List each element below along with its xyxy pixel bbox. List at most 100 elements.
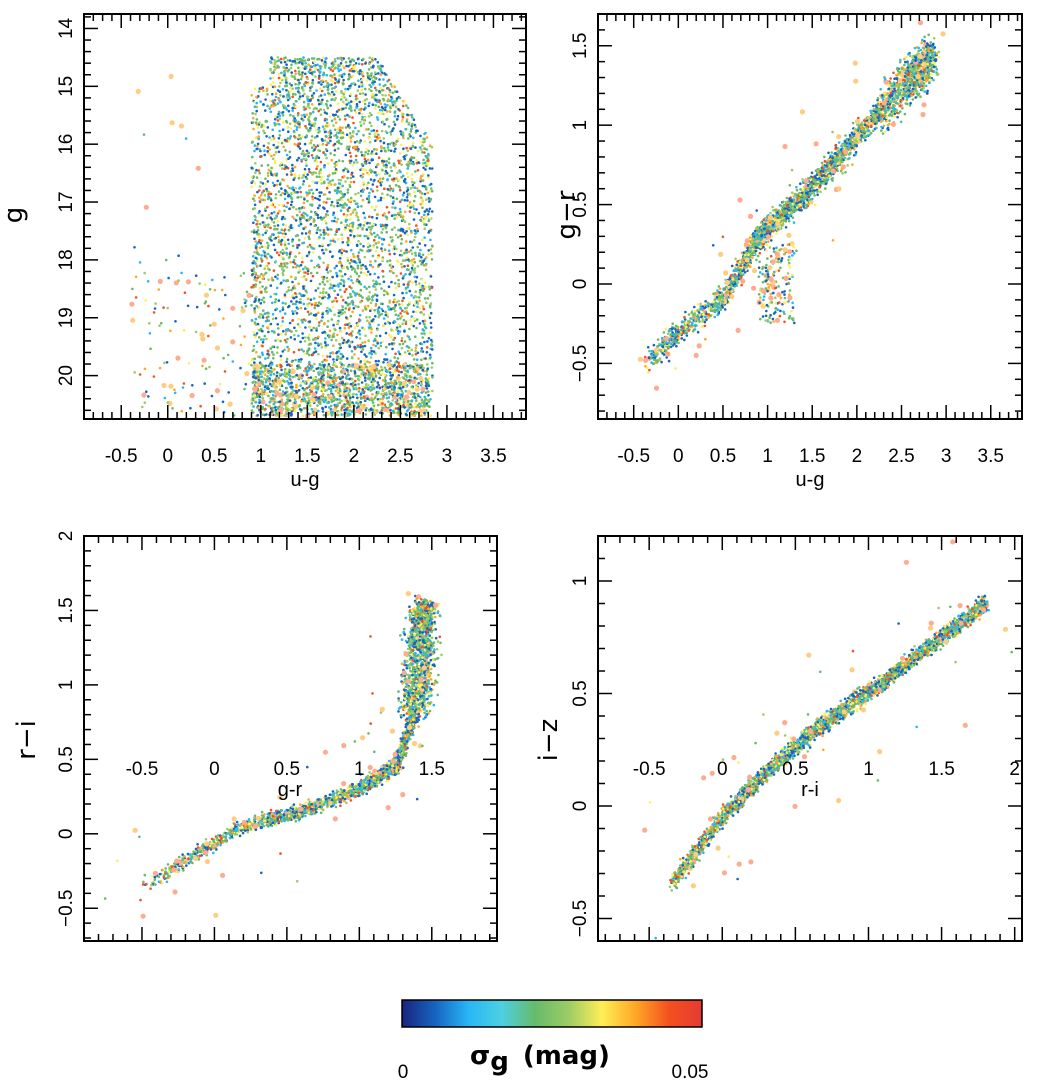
data-point <box>350 334 354 337</box>
data-point <box>336 102 340 105</box>
data-point <box>372 82 375 86</box>
data-point <box>284 240 287 244</box>
data-point <box>354 145 358 149</box>
data-point <box>287 109 291 113</box>
data-point <box>257 336 261 339</box>
data-point <box>353 234 356 238</box>
data-point <box>402 283 406 286</box>
data-point <box>385 165 388 169</box>
data-point <box>414 170 417 173</box>
data-point <box>250 358 254 362</box>
data-point <box>325 74 329 77</box>
data-point <box>387 78 391 82</box>
data-point <box>263 149 266 152</box>
data-point <box>263 385 267 389</box>
data-point <box>320 275 324 279</box>
data-point <box>261 233 265 237</box>
data-point <box>381 227 385 231</box>
data-point <box>361 309 365 312</box>
data-point <box>336 238 340 241</box>
data-point <box>372 245 375 248</box>
data-point <box>349 140 353 143</box>
data-point <box>253 182 257 185</box>
data-point <box>375 385 379 389</box>
data-point <box>308 184 311 188</box>
data-point <box>262 309 265 312</box>
data-point <box>399 170 402 174</box>
data-point <box>305 164 308 167</box>
data-point <box>251 121 255 124</box>
data-point <box>355 102 359 106</box>
data-point <box>384 310 387 314</box>
data-point <box>384 94 387 97</box>
data-point <box>402 174 405 178</box>
data-point <box>285 360 289 364</box>
data-point <box>275 183 279 187</box>
data-point <box>286 279 290 283</box>
data-point <box>302 267 305 271</box>
data-point <box>381 88 384 92</box>
data-point <box>326 162 330 165</box>
data-point <box>257 406 260 410</box>
data-point <box>293 135 296 138</box>
data-point <box>350 355 354 359</box>
data-point <box>367 128 370 131</box>
data-point <box>290 84 293 87</box>
data-point <box>411 264 415 267</box>
data-point <box>341 126 344 129</box>
data-point <box>373 107 377 110</box>
data-point <box>270 350 274 354</box>
data-point <box>346 113 349 117</box>
data-point <box>257 298 261 301</box>
data-point <box>293 292 297 295</box>
data-point <box>298 251 301 255</box>
data-point <box>376 255 380 259</box>
data-point <box>413 414 417 418</box>
data-point <box>273 85 277 88</box>
data-point <box>290 300 293 303</box>
data-point <box>308 301 311 305</box>
data-point <box>278 164 282 167</box>
data-point <box>289 411 293 415</box>
data-point <box>272 269 276 272</box>
data-point <box>342 102 346 105</box>
data-point <box>341 206 345 209</box>
data-point <box>338 56 342 60</box>
data-point <box>297 224 301 227</box>
data-point <box>423 227 427 230</box>
data-point <box>331 213 335 217</box>
data-point <box>286 184 289 188</box>
data-point <box>301 135 304 138</box>
data-point <box>311 365 314 369</box>
data-point <box>373 282 376 286</box>
data-point <box>274 339 277 342</box>
data-point <box>348 63 352 66</box>
data-point <box>410 173 414 176</box>
data-point <box>363 161 367 165</box>
data-point <box>307 155 310 158</box>
data-point <box>326 398 330 401</box>
data-point <box>392 162 396 165</box>
data-point <box>289 224 293 227</box>
data-point <box>348 405 352 409</box>
data-point <box>382 98 386 101</box>
data-point <box>304 307 307 311</box>
data-point <box>383 122 386 126</box>
data-point <box>409 318 412 322</box>
data-point <box>269 322 273 326</box>
data-point <box>372 404 376 408</box>
data-point <box>288 399 292 402</box>
data-point <box>258 370 262 374</box>
data-point <box>339 68 343 72</box>
data-point <box>275 374 279 378</box>
data-point <box>411 186 415 189</box>
data-point <box>289 414 293 417</box>
data-point <box>355 401 358 405</box>
data-point <box>322 127 326 131</box>
data-point <box>316 206 320 210</box>
data-point <box>314 289 318 292</box>
data-point <box>317 102 321 106</box>
data-point <box>273 210 276 214</box>
data-point <box>342 169 345 172</box>
data-point <box>358 260 362 264</box>
